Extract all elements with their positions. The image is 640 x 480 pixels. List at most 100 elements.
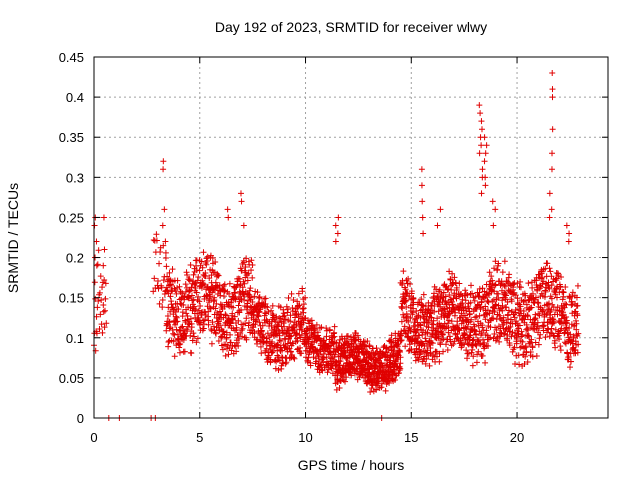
data-point (419, 358, 426, 365)
data-point (479, 352, 486, 359)
data-point (566, 324, 573, 331)
data-point (520, 308, 527, 315)
data-point (204, 257, 211, 264)
data-point (460, 318, 467, 325)
data-point (290, 354, 297, 361)
x-tick-label: 5 (196, 430, 203, 445)
data-point (519, 338, 526, 345)
data-point (528, 336, 535, 343)
data-point (313, 321, 320, 328)
data-point (510, 284, 517, 291)
data-point (468, 349, 475, 356)
data-point (525, 332, 532, 339)
data-point (484, 307, 491, 314)
data-point (215, 337, 222, 344)
data-point (529, 344, 536, 351)
data-point (320, 350, 327, 357)
data-point (159, 304, 166, 311)
data-point (542, 288, 549, 295)
data-point (397, 360, 404, 367)
data-point (445, 317, 452, 324)
data-point (95, 297, 102, 304)
data-point (420, 291, 427, 298)
data-point (209, 319, 216, 326)
data-point (442, 293, 449, 300)
data-point (98, 321, 105, 328)
data-point (244, 303, 251, 310)
data-point (188, 284, 195, 291)
data-point (532, 339, 539, 346)
data-point (299, 306, 306, 313)
data-point (211, 297, 218, 304)
data-point (189, 337, 196, 344)
data-point (285, 306, 292, 313)
data-point (567, 364, 574, 371)
data-point (243, 255, 250, 262)
data-point (478, 126, 485, 133)
data-point (412, 357, 419, 364)
data-point (216, 282, 223, 289)
data-point (568, 358, 575, 365)
data-point (522, 343, 529, 350)
data-point (293, 330, 300, 337)
data-point (341, 348, 348, 355)
data-point (241, 280, 248, 287)
data-point (238, 327, 245, 334)
data-point (492, 258, 499, 265)
data-point (504, 298, 511, 305)
data-point (444, 346, 451, 353)
data-point (184, 294, 191, 301)
data-point (204, 253, 211, 260)
data-point (163, 263, 170, 270)
data-point (160, 158, 167, 165)
data-point (236, 276, 243, 283)
data-point (522, 353, 529, 360)
data-point (99, 329, 106, 336)
data-point (193, 289, 200, 296)
data-point (493, 335, 500, 342)
data-point (294, 298, 301, 305)
data-point (516, 322, 523, 329)
data-point (95, 247, 102, 254)
data-point (492, 206, 499, 213)
data-point (538, 275, 545, 282)
data-point (183, 284, 190, 291)
data-point (467, 332, 474, 339)
data-point (334, 230, 341, 237)
data-point (553, 294, 560, 301)
data-point (434, 315, 441, 322)
data-point (224, 206, 231, 213)
data-point (464, 340, 471, 347)
data-point (496, 312, 503, 319)
data-point (176, 349, 183, 356)
data-point (336, 362, 343, 369)
data-point (212, 329, 219, 336)
data-point (453, 284, 460, 291)
data-point (496, 338, 503, 345)
data-point (398, 318, 405, 325)
data-point (434, 222, 441, 229)
data-point (524, 359, 531, 366)
data-point (574, 282, 581, 289)
data-point (439, 331, 446, 338)
data-point (495, 260, 502, 267)
data-point (298, 350, 305, 357)
data-point (522, 292, 529, 299)
data-point (491, 305, 498, 312)
data-point (327, 349, 334, 356)
data-point (260, 331, 267, 338)
data-point (270, 312, 277, 319)
data-point (289, 305, 296, 312)
data-point (449, 301, 456, 308)
data-point (264, 330, 271, 337)
data-point (475, 293, 482, 300)
data-point (511, 344, 518, 351)
data-point (482, 316, 489, 323)
data-point (317, 362, 324, 369)
data-point (225, 214, 232, 221)
data-point (565, 354, 572, 361)
data-point (549, 126, 556, 133)
data-point (161, 206, 168, 213)
data-point (419, 214, 426, 221)
data-point (308, 317, 315, 324)
